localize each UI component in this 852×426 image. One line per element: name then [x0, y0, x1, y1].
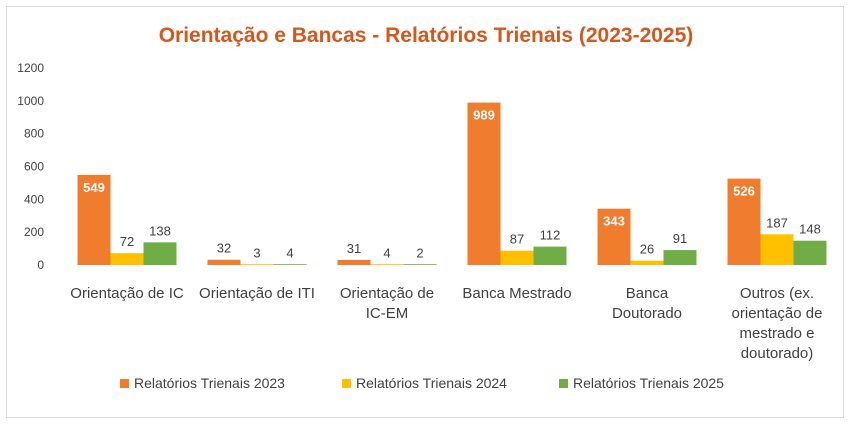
data-label: 4 — [383, 245, 390, 260]
data-label: 138 — [149, 223, 171, 238]
y-tick-label: 400 — [24, 192, 44, 206]
data-label: 112 — [540, 228, 561, 243]
data-label: 343 — [603, 214, 625, 229]
x-category-label: IC-EM — [366, 305, 409, 322]
y-tick-label: 600 — [24, 160, 44, 174]
x-category-label: Banca — [626, 285, 669, 302]
y-tick-label: 1000 — [17, 94, 44, 108]
x-category-label: Orientação de IC — [70, 285, 184, 302]
data-label: 72 — [120, 234, 134, 249]
legend-label: Relatórios Trienais 2023 — [134, 375, 285, 391]
bar — [467, 102, 501, 266]
y-tick-label: 0 — [37, 258, 44, 272]
legend-swatch — [559, 379, 568, 388]
bar — [273, 264, 307, 265]
bar — [110, 253, 144, 265]
x-category-label: Orientação de — [340, 285, 434, 302]
bar — [77, 174, 111, 265]
data-label: 549 — [83, 180, 105, 195]
y-tick-label: 1200 — [17, 61, 44, 75]
data-label: 3 — [253, 246, 260, 261]
bar — [760, 234, 794, 265]
data-label: 87 — [510, 232, 524, 247]
data-label: 32 — [217, 241, 231, 256]
bar — [597, 208, 631, 265]
bar — [143, 242, 177, 265]
data-label: 2 — [416, 246, 423, 261]
x-category-label: Orientação de ITI — [199, 285, 315, 302]
x-category-label: mestrado e — [739, 325, 814, 342]
chart-frame — [6, 6, 844, 418]
bar — [337, 259, 371, 265]
bar — [793, 240, 827, 265]
chart-title: Orientação e Bancas - Relatórios Trienai… — [159, 24, 694, 47]
data-label: 148 — [799, 222, 821, 237]
bar — [240, 264, 274, 265]
data-label: 187 — [766, 215, 788, 230]
y-tick-label: 200 — [24, 225, 44, 239]
data-label: 989 — [473, 108, 495, 123]
bar — [727, 178, 761, 265]
x-category-label: Doutorado — [612, 305, 682, 322]
bar — [403, 264, 437, 265]
x-category-label: Outros (ex. — [740, 285, 814, 302]
bar — [663, 250, 697, 265]
legend-label: Relatórios Trienais 2024 — [356, 375, 507, 391]
data-label: 91 — [673, 231, 687, 246]
x-category-label: orientação de — [732, 305, 823, 322]
x-category-label: Banca Mestrado — [462, 285, 571, 302]
data-label: 4 — [286, 245, 293, 260]
x-category-label: doutorado) — [741, 345, 814, 362]
legend-swatch — [342, 379, 351, 388]
bar — [533, 246, 567, 265]
data-label: 26 — [640, 242, 654, 257]
legend-swatch — [120, 379, 129, 388]
bar — [370, 264, 404, 265]
y-tick-label: 800 — [24, 127, 44, 141]
bar — [630, 260, 664, 265]
data-label: 31 — [347, 241, 361, 256]
bar — [500, 250, 534, 265]
data-label: 526 — [733, 184, 755, 199]
legend-label: Relatórios Trienais 2025 — [573, 375, 724, 391]
bar — [207, 259, 241, 265]
